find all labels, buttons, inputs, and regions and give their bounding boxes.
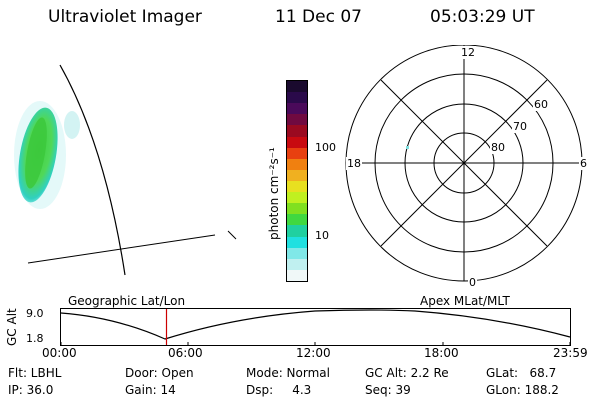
colorbar-band-14 [287,236,307,248]
limb-arc [59,64,126,276]
graticule-tick [227,230,237,240]
aurora-edge [64,111,80,139]
colorbar-band-0 [287,81,307,93]
gc-alt-text: GC Alt [5,308,19,346]
colorbar-band-11 [287,203,307,215]
x-tick-label-18: 18:00 [424,346,459,360]
time-label: 05:03:29 UT [430,7,535,27]
timeline-y-axis-label: GC Alt [5,308,19,346]
colorbar-band-13 [287,225,307,237]
colorbar-band-2 [287,103,307,115]
status-dsp: Dsp: 4.3 [246,383,312,397]
x-tick-label-06: 06:00 [168,346,203,360]
colorbar-band-8 [287,169,307,181]
colorbar-tick-100: 100 [315,141,336,154]
instrument-title: Ultraviolet Imager [48,7,202,27]
mlt-label-0: 0 [468,276,477,289]
colorbar-band-5 [287,136,307,148]
date-label: 11 Dec 07 [275,7,362,27]
geographic-image-panel [14,64,237,276]
colorbar-band-1 [287,92,307,104]
lat-label-70: 70 [512,120,528,133]
lat-label-80: 80 [490,141,506,154]
timeline-y-tick-low: 1.8 [26,332,44,345]
status-gain: Gain: 14 [125,383,176,397]
colorbar-band-10 [287,192,307,204]
status-gc-alt: GC Alt: 2.2 Re [365,366,449,380]
colorbar-band-12 [287,214,307,226]
x-tick-label-00: 00:00 [42,346,77,360]
colorbar-unit-label: photon cm⁻²s⁻¹ [267,147,281,240]
lat-label-60: 60 [533,98,549,111]
graticule-line [27,234,216,264]
colorbar-band-15 [287,247,307,259]
timeline-right-title: Apex MLat/MLT [420,294,510,308]
mlt-label-6: 6 [579,157,588,170]
polar-plot [345,45,583,282]
colorbar-band-6 [287,147,307,159]
colorbar-band-16 [287,258,307,270]
x-tick-label-12: 12:00 [296,346,331,360]
timeline-y-tick-high: 9.0 [26,307,44,320]
status-seq: Seq: 39 [365,383,411,397]
colorbar-band-7 [287,158,307,170]
colorbar-band-9 [287,180,307,193]
status-mode: Mode: Normal [246,366,330,380]
colorbar [286,80,308,282]
mlt-label-18: 18 [346,157,362,170]
status-door: Door: Open [125,366,194,380]
colorbar-band-3 [287,114,307,126]
x-tick-label-2359: 23:59 [553,346,588,360]
timeline-left-title: Geographic Lat/Lon [68,294,186,308]
colorbar-unit-text: photon cm⁻²s⁻¹ [267,147,281,240]
colorbar-tick-10: 10 [315,229,329,242]
colorbar-band-4 [287,125,307,137]
aurora-speck [406,146,409,149]
polar-diag-2 [380,79,548,247]
altitude-curve [60,309,571,340]
timeline-frame [60,308,571,346]
aurora-core [25,117,47,189]
status-filter: Flt: LBHL [8,366,62,380]
timeline-plot [60,308,571,346]
status-glon: GLon: 188.2 [486,383,559,397]
mlt-label-12: 12 [460,46,476,59]
colorbar-band-17 [287,269,307,281]
status-glat: GLat: 68.7 [486,366,557,380]
status-ip: IP: 36.0 [8,383,54,397]
